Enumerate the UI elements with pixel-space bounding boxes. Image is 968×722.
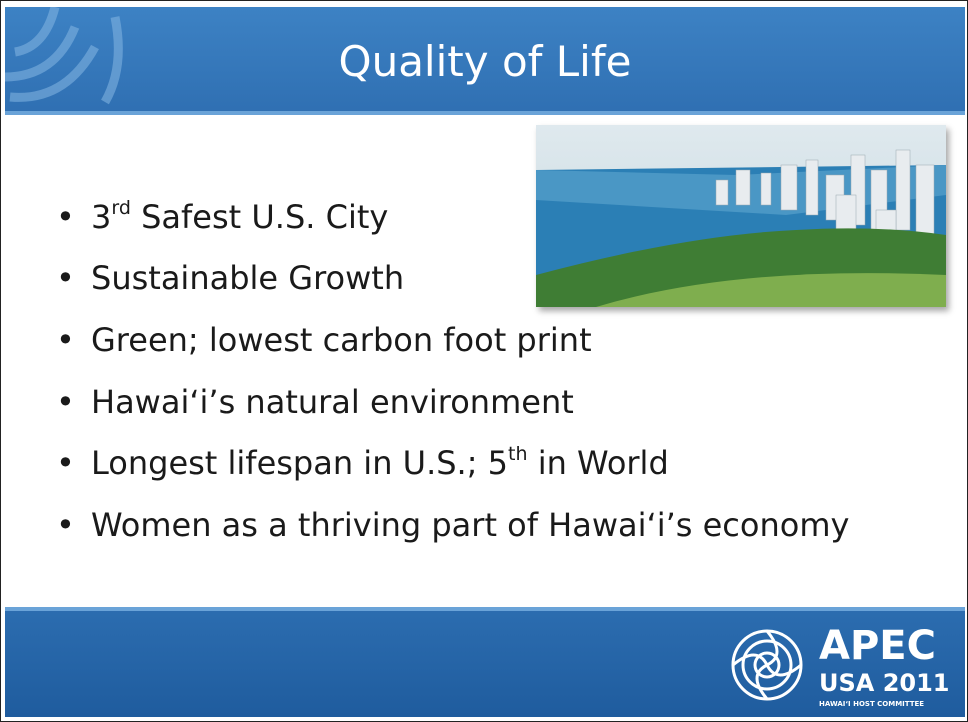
- bullet-text: Women as a thriving part of Hawai‘i’s ec…: [91, 506, 849, 544]
- header-band: Quality of Life: [5, 7, 965, 115]
- bullet-item: •Green; lowest carbon foot print: [56, 321, 592, 359]
- bullet-dot: •: [56, 259, 91, 297]
- bullet-dot: •: [56, 321, 91, 359]
- bullet-dot: •: [56, 444, 91, 482]
- bullet-dot: •: [56, 198, 91, 236]
- bullet-text: Longest lifespan in U.S.; 5: [91, 444, 508, 482]
- bullet-dot: •: [56, 506, 91, 544]
- bullet-item: •Longest lifespan in U.S.; 5th in World: [56, 444, 669, 482]
- header-rule: [5, 111, 965, 115]
- bullet-text: in World: [528, 444, 669, 482]
- slide: Quality of Life •3rd Safest U.S. City•Su…: [0, 0, 968, 722]
- logo-committee: HAWAI‘I HOST COMMITTEE: [819, 700, 924, 708]
- bullet-text: Hawai‘i’s natural environment: [91, 383, 574, 421]
- bullet-text: Sustainable Growth: [91, 259, 404, 297]
- bullet-text: Green; lowest carbon foot print: [91, 321, 592, 359]
- bullet-text: Safest U.S. City: [131, 198, 388, 236]
- apec-emblem: [727, 625, 807, 705]
- bullet-item: •Women as a thriving part of Hawai‘i’s e…: [56, 506, 849, 544]
- logo-name: APEC: [819, 623, 936, 669]
- logo-subtitle: USA 2011: [819, 669, 950, 697]
- bullet-item: •3rd Safest U.S. City: [56, 198, 388, 236]
- superscript: rd: [111, 197, 131, 219]
- bullet-dot: •: [56, 383, 91, 421]
- city-photo: [536, 125, 946, 307]
- slide-title: Quality of Life: [5, 37, 965, 86]
- bullet-text: 3: [91, 198, 111, 236]
- bullet-item: •Sustainable Growth: [56, 259, 404, 297]
- bullet-item: •Hawai‘i’s natural environment: [56, 383, 574, 421]
- footer-rule: [5, 607, 965, 611]
- superscript: th: [508, 443, 528, 465]
